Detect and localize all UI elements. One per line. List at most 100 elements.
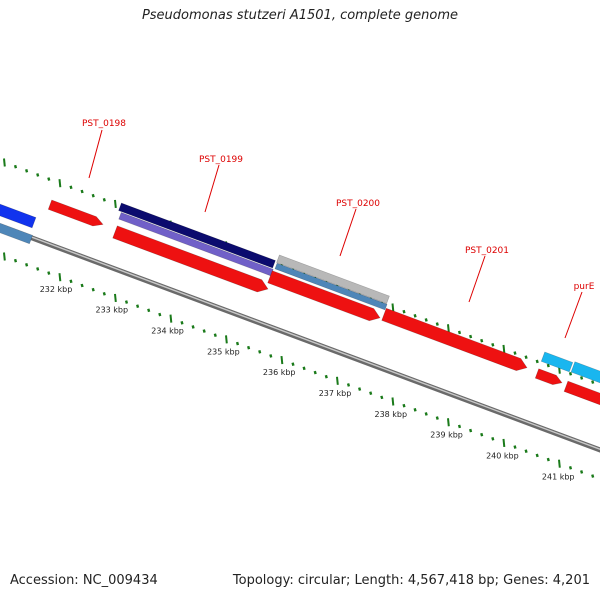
genome-summary-text: Topology: circular; Length: 4,567,418 bp… — [232, 573, 590, 588]
ruler-label: 240 kbp — [486, 452, 519, 461]
ruler-label: 238 kbp — [374, 410, 407, 419]
outer-tick — [502, 344, 506, 354]
inner-tick — [580, 470, 584, 474]
outer-tick — [591, 380, 595, 384]
inner-tick — [202, 329, 206, 333]
outer-tick — [524, 355, 528, 360]
ruler-label: 232 kbp — [40, 285, 73, 294]
inner-tick — [147, 308, 151, 313]
gene-label: PST_0198 — [82, 119, 126, 129]
outer-tick — [402, 309, 406, 314]
inner-tick — [535, 453, 539, 458]
inner-tick — [302, 366, 306, 371]
inner-tick — [546, 457, 550, 462]
gene-label: purE — [574, 282, 595, 292]
outer-tick — [580, 376, 584, 380]
gene-pst-0200-arrow — [267, 270, 381, 322]
outer-tick — [13, 164, 18, 169]
inner-tick — [457, 424, 462, 429]
ruler-label: 236 kbp — [263, 368, 296, 377]
outer-tick — [47, 177, 51, 181]
ruler-label: 237 kbp — [319, 389, 352, 398]
inner-tick — [180, 320, 184, 325]
inner-tick — [13, 258, 18, 263]
inner-tick — [69, 279, 73, 284]
inner-tick — [3, 252, 6, 261]
gene-label: PST_0200 — [336, 199, 380, 209]
inner-tick — [380, 395, 384, 400]
label-leaders — [88, 129, 583, 339]
accession-text: Accession: NC_009434 — [10, 573, 158, 588]
inner-tick — [346, 383, 351, 387]
gene-labels: PST_0198 PST_0199 PST_0200 PST_0201 purE — [82, 119, 595, 292]
outer-tick — [36, 173, 40, 177]
gene-label: PST_0199 — [199, 155, 243, 165]
outer-tick — [91, 193, 95, 198]
outer-tick — [114, 199, 117, 209]
inner-tick — [47, 271, 51, 275]
inner-tick — [502, 438, 506, 448]
inner-tick — [480, 432, 484, 437]
outer-tick — [391, 303, 395, 312]
inner-tick — [36, 267, 40, 271]
inner-tick — [435, 416, 439, 420]
outer-tick — [480, 338, 484, 343]
inner-tick — [235, 341, 240, 346]
inner-tick — [291, 362, 295, 367]
outer-tick — [80, 189, 84, 194]
inner-tick — [313, 370, 317, 375]
inner-tick — [158, 312, 162, 317]
inner-tick — [169, 314, 173, 323]
outer-tick — [469, 334, 473, 339]
inner-tick — [324, 374, 328, 379]
inner-tick — [280, 355, 284, 365]
gene-label-leader — [339, 208, 357, 257]
outer-tick — [546, 363, 550, 368]
inner-tick — [391, 397, 395, 406]
inner-tick — [491, 437, 495, 441]
inner-tick — [524, 449, 528, 454]
feature-cyan-a — [540, 351, 574, 373]
outer-tick — [25, 168, 29, 173]
inner-tick — [591, 474, 595, 478]
ruler-label: 235 kbp — [207, 347, 240, 356]
gene-label-leader — [564, 291, 583, 339]
ruler-label: 241 kbp — [542, 472, 575, 481]
feature-tracks — [0, 199, 600, 409]
inner-tick — [424, 412, 428, 416]
outer-tick — [535, 359, 539, 364]
outer-tick — [3, 158, 6, 167]
outer-tick — [69, 185, 73, 190]
outer-tick — [513, 351, 517, 355]
feature-cyan-b — [570, 361, 600, 387]
inner-tick — [469, 428, 473, 433]
inner-tick — [225, 335, 228, 344]
inner-tick — [413, 407, 417, 412]
outer-tick — [58, 179, 62, 188]
inner-tick — [213, 333, 217, 338]
inner-tick — [447, 418, 450, 427]
outer-tick — [457, 330, 462, 335]
gene-label: PST_0201 — [465, 246, 509, 256]
feature-steel-left — [0, 219, 33, 245]
outer-tick — [568, 372, 573, 376]
outer-tick — [424, 318, 428, 322]
ruler-label: 234 kbp — [151, 327, 184, 336]
inner-tick — [124, 300, 129, 304]
inner-tick — [91, 287, 95, 292]
inner-tick — [102, 291, 106, 296]
backbone-track — [0, 223, 600, 453]
ruler-label: 233 kbp — [95, 306, 128, 315]
ruler-labels: 232 kbp 233 kbp 234 kbp 235 kbp 236 kbp 237 k… — [40, 285, 575, 481]
inner-tick — [258, 349, 262, 354]
backbone-highlight — [0, 224, 600, 451]
inner-tick — [114, 293, 117, 303]
inner-tick — [269, 354, 273, 358]
inner-tick — [402, 403, 406, 408]
inner-tick-ring — [3, 252, 595, 478]
gene-pst-0199-arrow — [112, 225, 269, 293]
outer-tick — [491, 343, 495, 347]
inner-tick — [58, 273, 62, 282]
inner-tick — [336, 376, 339, 385]
inner-tick — [513, 445, 517, 449]
